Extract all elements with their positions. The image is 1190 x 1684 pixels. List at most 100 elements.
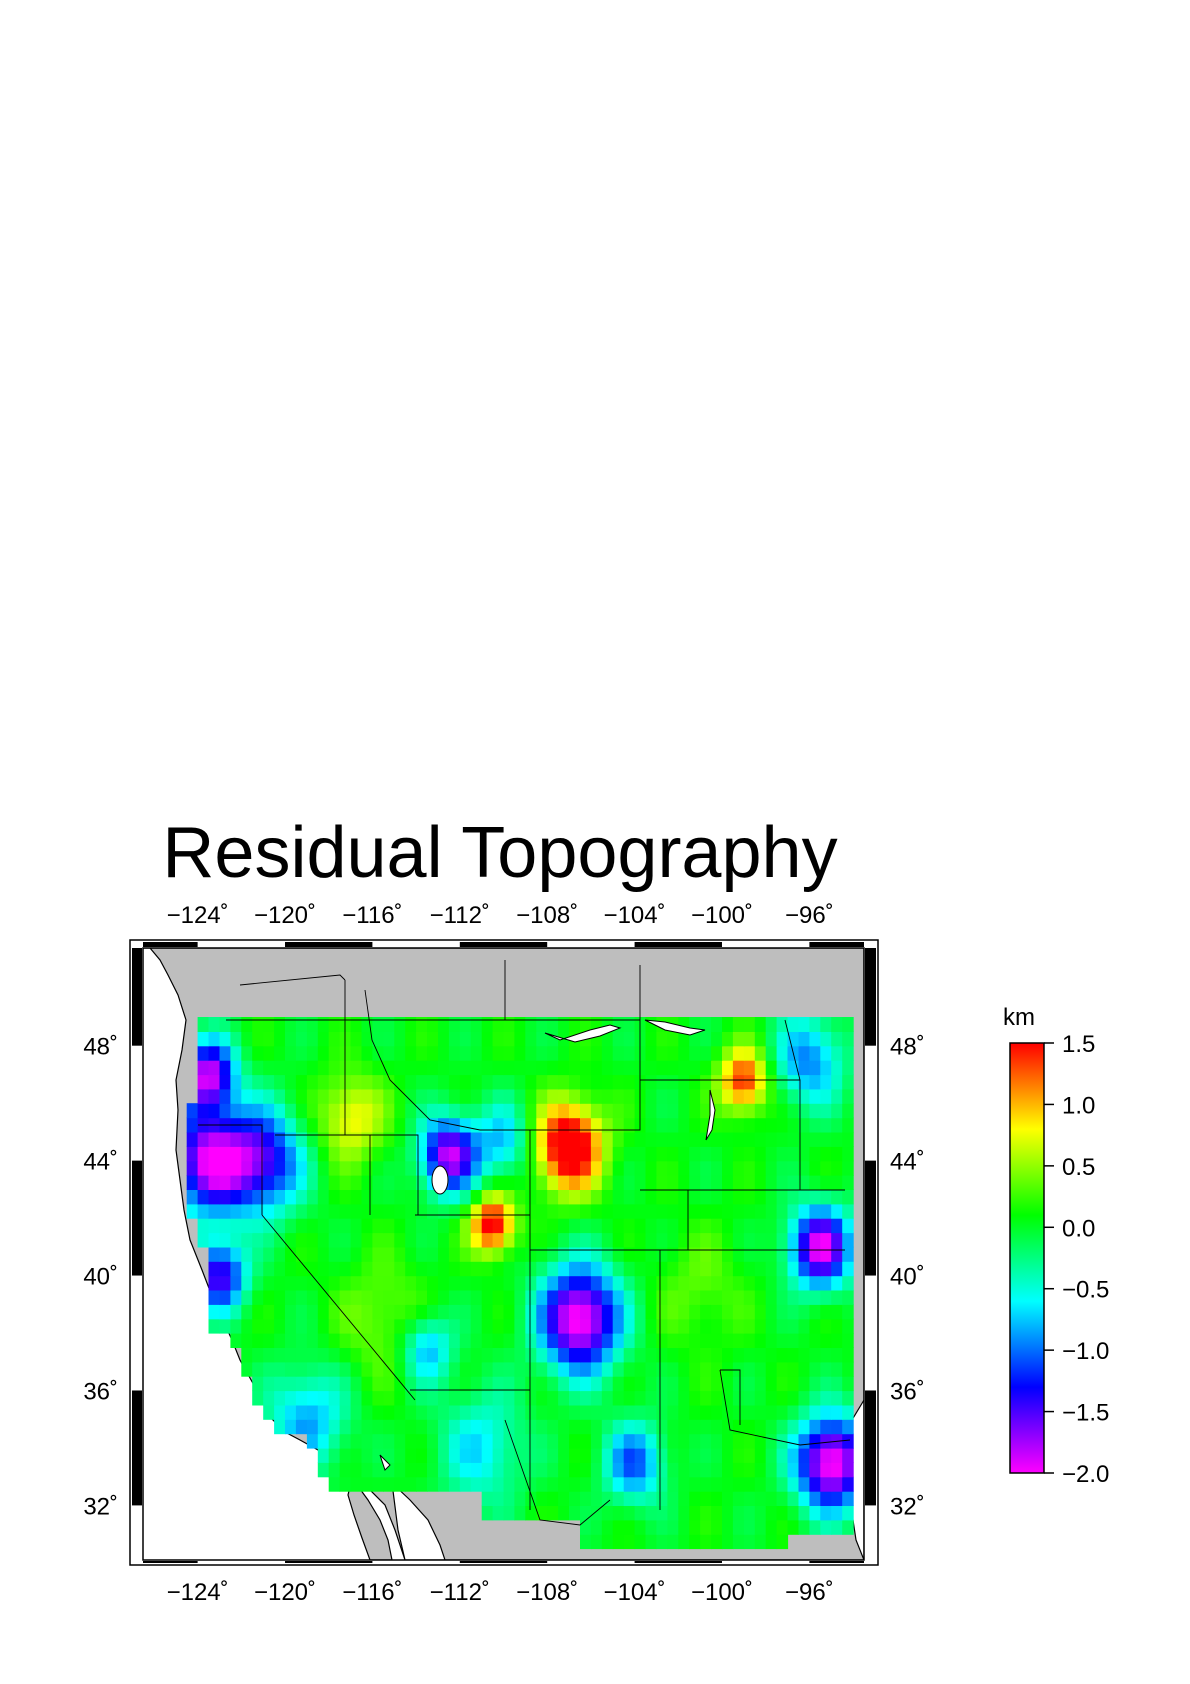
topography-cell bbox=[558, 1376, 570, 1392]
topography-cell bbox=[328, 1017, 341, 1032]
topography-cell bbox=[732, 1088, 745, 1104]
topography-cell bbox=[361, 1203, 373, 1219]
topography-cell bbox=[427, 1088, 439, 1104]
topography-cell bbox=[438, 1131, 450, 1147]
topography-cell bbox=[503, 1462, 515, 1478]
topography-cell bbox=[448, 1404, 461, 1420]
topography-cell bbox=[820, 1103, 832, 1119]
topography-cell bbox=[219, 1060, 231, 1076]
topography-cell bbox=[612, 1203, 625, 1219]
topography-cell bbox=[186, 1131, 199, 1147]
topography-cell bbox=[470, 1376, 483, 1392]
topography-cell bbox=[438, 1074, 450, 1090]
topography-cell bbox=[580, 1289, 592, 1305]
topography-cell bbox=[252, 1361, 264, 1377]
topography-cell bbox=[405, 1160, 417, 1176]
topography-cell bbox=[285, 1218, 297, 1234]
topography-cell bbox=[328, 1433, 341, 1449]
topography-cell bbox=[645, 1088, 657, 1104]
topography-cell bbox=[525, 1347, 537, 1363]
topography-cell bbox=[438, 1246, 450, 1262]
topography-cell bbox=[263, 1318, 275, 1334]
topography-cell bbox=[667, 1175, 679, 1190]
topography-cell bbox=[448, 1318, 461, 1334]
topography-cell bbox=[448, 1246, 461, 1262]
topography-cell bbox=[656, 1175, 668, 1190]
topography-cell bbox=[590, 1476, 603, 1492]
topography-cell bbox=[787, 1318, 799, 1334]
topography-cell bbox=[339, 1419, 352, 1435]
topography-cell bbox=[274, 1404, 286, 1420]
topography-cell bbox=[459, 1462, 472, 1478]
topography-cell bbox=[350, 1419, 363, 1435]
topography-cell bbox=[842, 1519, 854, 1535]
topography-cell bbox=[405, 1218, 417, 1234]
topography-cell bbox=[361, 1447, 373, 1463]
topography-cell bbox=[623, 1232, 636, 1248]
topography-cell bbox=[667, 1534, 679, 1550]
topography-cell bbox=[601, 1519, 614, 1535]
gulf-of-california bbox=[391, 1481, 446, 1560]
topography-cell bbox=[569, 1289, 581, 1305]
topography-cell bbox=[481, 1160, 494, 1176]
topography-cell bbox=[623, 1261, 636, 1277]
topography-cell bbox=[667, 1304, 679, 1320]
topography-cell bbox=[459, 1376, 472, 1392]
topography-cell bbox=[558, 1131, 570, 1147]
topography-cell bbox=[722, 1447, 734, 1463]
topography-cell bbox=[580, 1361, 592, 1377]
topography-cell bbox=[678, 1246, 690, 1262]
topography-cell bbox=[656, 1189, 668, 1205]
topography-cell bbox=[689, 1361, 701, 1377]
topography-cell bbox=[842, 1017, 854, 1032]
topography-cell bbox=[776, 1476, 789, 1492]
topography-cell bbox=[295, 1246, 308, 1262]
topography-cell bbox=[328, 1347, 341, 1363]
topography-cell bbox=[612, 1060, 625, 1076]
topography-cell bbox=[361, 1146, 373, 1162]
topography-cell bbox=[459, 1246, 472, 1262]
topography-cell bbox=[481, 1347, 494, 1363]
topography-cell bbox=[197, 1175, 210, 1190]
topography-cell bbox=[372, 1246, 384, 1262]
topography-cell bbox=[503, 1476, 515, 1492]
topography-cell bbox=[416, 1318, 428, 1334]
topography-cell bbox=[525, 1390, 537, 1406]
topography-cell bbox=[459, 1304, 472, 1320]
topography-cell bbox=[208, 1232, 220, 1248]
topography-cell bbox=[295, 1232, 308, 1248]
topography-cell bbox=[438, 1088, 450, 1104]
topography-cell bbox=[700, 1534, 712, 1550]
topography-cell bbox=[481, 1031, 494, 1047]
topography-cell bbox=[580, 1505, 592, 1521]
topography-cell bbox=[481, 1462, 494, 1478]
topography-cell bbox=[306, 1347, 319, 1363]
topography-cell bbox=[481, 1361, 494, 1377]
topography-cell bbox=[405, 1103, 417, 1119]
topography-cell bbox=[438, 1218, 450, 1234]
topography-cell bbox=[328, 1160, 341, 1176]
topography-cell bbox=[350, 1447, 363, 1463]
topography-cell bbox=[722, 1203, 734, 1219]
topography-cell bbox=[787, 1462, 799, 1478]
topography-cell bbox=[252, 1333, 264, 1348]
topography-cell bbox=[765, 1376, 778, 1392]
topography-cell bbox=[569, 1347, 581, 1363]
longitude-tick-label: −104˚ bbox=[604, 902, 666, 929]
topography-cell bbox=[798, 1060, 810, 1076]
topography-cell bbox=[700, 1074, 712, 1090]
topography-cell bbox=[809, 1131, 821, 1147]
topography-cell bbox=[536, 1017, 548, 1032]
topography-cell bbox=[383, 1390, 395, 1406]
topography-cell bbox=[700, 1491, 712, 1506]
topography-cell bbox=[525, 1203, 537, 1219]
topography-cell bbox=[634, 1376, 647, 1392]
topography-cell bbox=[656, 1060, 668, 1076]
topography-cell bbox=[722, 1333, 734, 1348]
topography-cell bbox=[448, 1232, 461, 1248]
topography-cell bbox=[689, 1447, 701, 1463]
topography-cell bbox=[689, 1519, 701, 1535]
topography-cell bbox=[656, 1117, 668, 1133]
topography-cell bbox=[547, 1175, 559, 1190]
topography-cell bbox=[350, 1404, 363, 1420]
